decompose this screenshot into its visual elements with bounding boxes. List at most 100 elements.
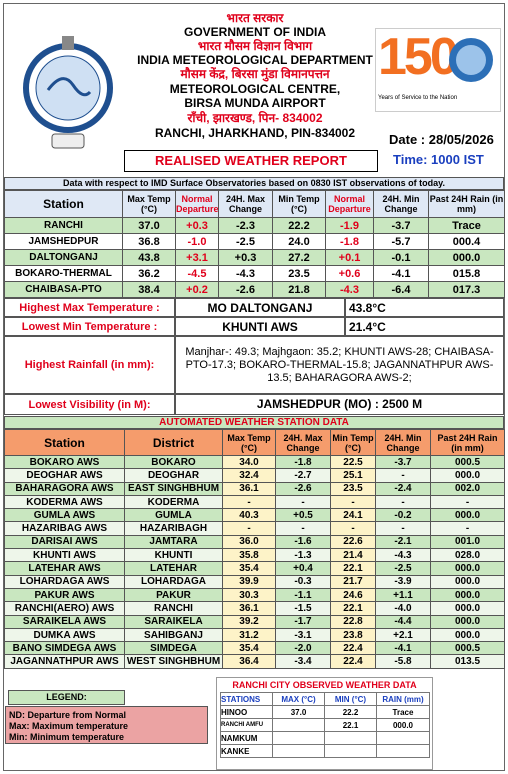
- emblem: [23, 36, 113, 149]
- cell: RANCHI(AERO) AWS: [4, 601, 125, 616]
- cell: -1.6: [275, 534, 331, 550]
- cell: [272, 718, 325, 732]
- cell: JAMSHEDPUR: [4, 233, 123, 250]
- row: JAGANNATHPUR AWS WEST SINGHBHUM 36.4 -3.4 22…: [4, 654, 505, 669]
- cell: 22.4: [330, 654, 376, 669]
- column-header: Normal Departure: [175, 190, 219, 218]
- gov-english: GOVERNMENT OF INDIA: [183, 25, 326, 39]
- cell: 21.4: [330, 548, 376, 563]
- cell: 000.0: [430, 601, 505, 616]
- row: CHAIBASA-PTO 38.4 +0.2 -2.6 21.8 -4.3 -6.4 017.…: [4, 281, 505, 298]
- cell: -2.5: [375, 561, 431, 576]
- cell: -4.5: [175, 265, 219, 282]
- cell: 39.9: [222, 574, 276, 589]
- row: KHUNTI AWS KHUNTI 35.8 -1.3 21.4 -4.3 028.0: [4, 548, 505, 563]
- cell: -6.4: [373, 281, 429, 298]
- cell: DEOGHAR: [124, 468, 223, 483]
- cell: -1.5: [275, 601, 331, 616]
- cell: RANCHI AMFU: [220, 718, 273, 732]
- cell: LATEHAR: [124, 561, 223, 576]
- cell: 27.2: [272, 249, 326, 266]
- column-header: RAIN (mm): [376, 692, 430, 706]
- column-header: Past 24H Rain (in mm): [430, 429, 505, 456]
- cell: -: [222, 494, 276, 510]
- cell: PAKUR AWS: [4, 587, 125, 603]
- cell: 35.8: [222, 548, 276, 563]
- cell: Trace: [376, 705, 430, 719]
- page-frame: [3, 3, 505, 771]
- cell: RANCHI: [124, 601, 223, 616]
- cell: 21.7: [330, 574, 376, 589]
- cell: 000.0: [430, 587, 505, 603]
- cell: PAKUR: [124, 587, 223, 603]
- cell: -1.1: [275, 587, 331, 603]
- cell: 000.0: [430, 574, 505, 589]
- cell: HINOO: [220, 705, 273, 719]
- cell: -2.5: [218, 233, 273, 250]
- cell: BANO SIMDEGA AWS: [4, 641, 125, 656]
- cell: NAMKUM: [220, 731, 273, 745]
- cell: 22.1: [324, 718, 377, 732]
- cell: DARISAI AWS: [4, 534, 125, 550]
- row: BOKARO-THERMAL 36.2 -4.5 -4.3 23.5 +0.6 -4.1 01…: [4, 265, 505, 282]
- cell: 30.3: [222, 587, 276, 603]
- cell: -4.4: [375, 614, 431, 629]
- cell: -: [330, 494, 376, 510]
- cell: 37.0: [122, 217, 176, 234]
- cell: [376, 744, 430, 758]
- column-header: 24H. Max Change: [218, 190, 273, 218]
- cell: 36.1: [222, 481, 276, 496]
- row: BAHARAGORA AWS EAST SINGHBHUM 36.1 -2.6 23.5…: [4, 481, 505, 496]
- cell: +0.3: [218, 249, 273, 266]
- cell: LOHARDAGA: [124, 574, 223, 589]
- column-header: Station: [4, 190, 123, 218]
- cell: 015.8: [428, 265, 505, 282]
- cell: JAGANNATHPUR AWS: [4, 654, 125, 669]
- cell: -5.8: [375, 654, 431, 669]
- cell: 35.4: [222, 561, 276, 576]
- row: RANCHI(AERO) AWS RANCHI 36.1 -1.5 22.1 -4.0 00…: [4, 601, 505, 616]
- row: KANKE: [220, 744, 430, 758]
- cell: 22.8: [330, 614, 376, 629]
- column-header: Min Temp (°C): [272, 190, 326, 218]
- cell: WEST SINGHBHUM: [124, 654, 223, 669]
- dept-english: INDIA METEOROLOGICAL DEPARTMENT: [137, 53, 373, 67]
- row: NAMKUM: [220, 731, 430, 745]
- cell: -3.9: [375, 574, 431, 589]
- logo: 150 Years of Service to the Nation: [375, 28, 501, 112]
- row: RANCHI 37.0 +0.3 -2.3 22.2 -1.9 -3.7 Trace: [4, 217, 505, 234]
- header-row: STATIONS MAX (°C) MIN (°C) RAIN (mm): [220, 692, 430, 706]
- cell: -: [330, 521, 376, 536]
- cell: JAMTARA: [124, 534, 223, 550]
- cell: SARAIKELA: [124, 614, 223, 629]
- airport-english: BIRSA MUNDA AIRPORT: [184, 96, 326, 110]
- row: HINOO 37.0 22.2 Trace: [220, 705, 430, 719]
- cell: BAHARAGORA AWS: [4, 481, 125, 496]
- city-table: STATIONS MAX (°C) MIN (°C) RAIN (mm) HINOO 37…: [220, 692, 430, 758]
- cell: 31.2: [222, 627, 276, 643]
- surface-note: Data with respect to IMD Surface Observa…: [4, 177, 504, 190]
- cell: 22.1: [330, 561, 376, 576]
- cell: 000.0: [430, 561, 505, 576]
- cell: -2.4: [375, 481, 431, 496]
- cell: -3.1: [275, 627, 331, 643]
- header-row: Station District Max Temp (°C) 24H. Max Cha…: [4, 429, 505, 456]
- cell: EAST SINGHBHUM: [124, 481, 223, 496]
- cell: Trace: [428, 217, 505, 234]
- cell: [376, 731, 430, 745]
- column-header: STATIONS: [220, 692, 273, 706]
- cell: KHUNTI: [124, 548, 223, 563]
- cell: -4.1: [375, 641, 431, 656]
- cell: BOKARO-THERMAL: [4, 265, 123, 282]
- row: BOKARO AWS BOKARO 34.0 -1.8 22.5 -3.7 000.5: [4, 454, 505, 470]
- cell: 000.0: [428, 249, 505, 266]
- cell: +2.1: [375, 627, 431, 643]
- row: BANO SIMDEGA AWS SIMDEGA 35.4 -2.0 22.4 -4.1 0…: [4, 641, 505, 656]
- highlight-text: Manjhar-: 49.3; Majhgaon: 35.2; KHUNTI A…: [175, 336, 504, 394]
- cell: +0.2: [175, 281, 219, 298]
- cell: GUMLA: [124, 508, 223, 523]
- column-header: 24H. Min Change: [373, 190, 429, 218]
- cell: -1.9: [325, 217, 374, 234]
- cell: -4.3: [375, 548, 431, 563]
